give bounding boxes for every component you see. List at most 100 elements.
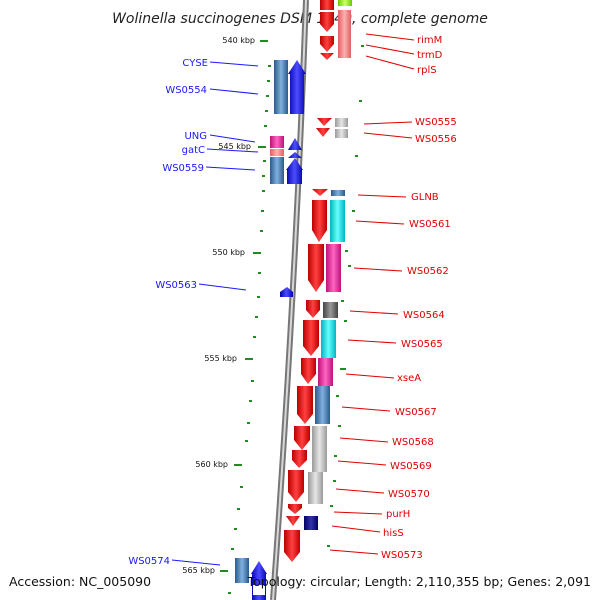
cog-block (235, 558, 249, 583)
cog-block (318, 358, 333, 386)
gene-label[interactable]: rimM (417, 35, 442, 46)
gene-arrow (316, 128, 330, 137)
gene-arrow (320, 0, 334, 10)
gene-arrow (286, 158, 303, 184)
gene-arrow (286, 516, 300, 526)
gene-arrow (288, 138, 302, 150)
gene-arrow (294, 426, 310, 450)
reverse-strand-features (284, 0, 352, 562)
scale-tick (258, 146, 266, 148)
genome-title: Wolinella succinogenes DSM 1740, complet… (112, 11, 488, 27)
callout-line (341, 406, 391, 412)
gene-label[interactable]: WS0554 (165, 85, 207, 96)
scale-tick (220, 570, 228, 572)
forward-strand-features (235, 60, 306, 600)
gene-arrow (303, 320, 319, 356)
gene-label[interactable]: WS0564 (403, 310, 445, 321)
callout-line (209, 88, 259, 95)
scale-label: 555 kbp (204, 354, 237, 363)
inner-guide-dots (228, 65, 271, 594)
gene-label[interactable]: UNG (184, 131, 207, 142)
callout-line (209, 61, 259, 67)
gene-label[interactable]: WS0561 (409, 219, 451, 230)
gene-label[interactable]: GLNB (411, 192, 439, 203)
scale-label: 550 kbp (212, 248, 245, 257)
callout-line (209, 134, 256, 143)
gene-label[interactable]: WS0568 (392, 437, 434, 448)
gene-arrow (320, 53, 334, 60)
cog-block (270, 136, 284, 148)
gene-label[interactable]: xseA (397, 373, 421, 384)
gene-label[interactable]: CYSE (182, 58, 208, 69)
callout-line (333, 511, 383, 515)
callout-line (355, 220, 405, 225)
cog-block (338, 0, 352, 6)
gene-label[interactable]: WS0565 (401, 339, 443, 350)
gene-label[interactable]: WS0559 (162, 163, 204, 174)
callout-line (331, 525, 381, 533)
cog-block (270, 149, 284, 156)
gene-label[interactable]: WS0562 (407, 266, 449, 277)
cog-block (308, 472, 323, 504)
scale-tick (245, 358, 253, 360)
callout-line (357, 194, 407, 198)
gene-arrow (280, 287, 293, 297)
gene-label[interactable]: WS0569 (390, 461, 432, 472)
gene-arrow (297, 386, 313, 424)
gene-arrow (317, 118, 332, 126)
scale-label: 565 kbp (182, 566, 215, 575)
gene-arrow (288, 470, 304, 502)
gene-label[interactable]: WS0573 (381, 550, 423, 561)
accession-label: Accession: NC_005090 (9, 574, 151, 589)
gene-arrow (288, 152, 302, 158)
callout-line (363, 132, 413, 139)
callout-line (329, 549, 379, 555)
gene-label[interactable]: gatC (182, 145, 205, 156)
gene-label[interactable]: trmD (417, 50, 443, 61)
cog-block (335, 129, 348, 138)
cog-block (330, 200, 345, 242)
cog-block (323, 302, 338, 318)
gene-arrow (301, 358, 316, 384)
gene-label[interactable]: WS0556 (415, 134, 457, 145)
gene-arrow (320, 36, 334, 52)
callout-line (339, 437, 389, 443)
gene-arrow (312, 189, 328, 196)
callout-line (206, 148, 259, 153)
gene-label[interactable]: rplS (417, 65, 437, 76)
scale-tick (260, 40, 268, 42)
cog-block (331, 190, 345, 196)
cog-block (270, 157, 284, 184)
gene-arrow (288, 60, 306, 114)
callout-line (365, 44, 415, 55)
callout-line (349, 310, 399, 315)
scale-labels: 540 kbp 545 kbp 550 kbp 555 kbp 560 kbp … (182, 36, 255, 575)
scale-tick (253, 252, 261, 254)
callout-line (365, 33, 415, 41)
cog-block (338, 10, 351, 58)
callout-line (171, 559, 221, 566)
gene-arrow (312, 200, 327, 242)
scale-label: 545 kbp (218, 142, 251, 151)
callout-line (345, 373, 395, 379)
scale-ticks (220, 40, 268, 572)
cog-block (326, 244, 341, 292)
gene-arrow (308, 244, 324, 292)
gene-arrow (288, 504, 302, 514)
gene-label[interactable]: WS0570 (388, 489, 430, 500)
callout-line (347, 339, 397, 344)
left-callouts (171, 61, 259, 566)
gene-label[interactable]: hisS (383, 528, 404, 539)
callout-line (337, 460, 387, 466)
scale-tick (234, 464, 242, 466)
callout-line (353, 267, 403, 272)
gene-label[interactable]: WS0567 (395, 407, 437, 418)
cog-block (321, 320, 336, 358)
gene-label[interactable]: purH (386, 509, 410, 520)
callout-line (365, 55, 415, 70)
gene-label[interactable]: WS0555 (415, 117, 457, 128)
gene-label[interactable]: WS0574 (128, 556, 170, 567)
cog-block (335, 118, 348, 127)
gene-label[interactable]: WS0563 (155, 280, 197, 291)
